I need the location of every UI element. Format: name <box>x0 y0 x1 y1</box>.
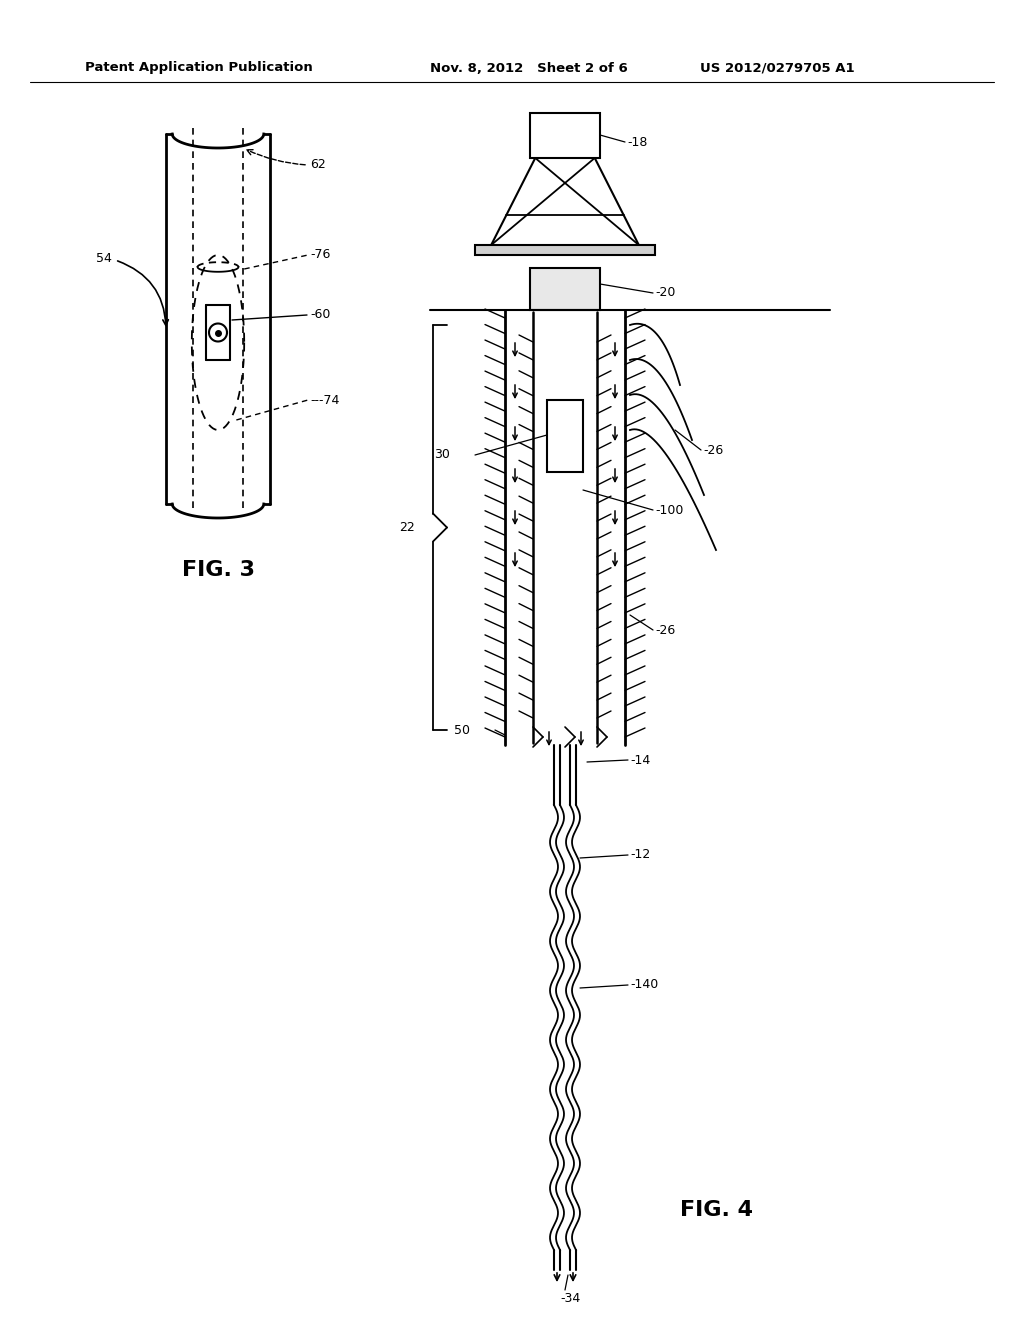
Text: -18: -18 <box>627 136 647 149</box>
Text: -34: -34 <box>560 1292 581 1305</box>
Bar <box>530 114 600 158</box>
Text: -100: -100 <box>655 503 683 516</box>
Text: 62: 62 <box>310 158 326 172</box>
Text: 22: 22 <box>399 521 415 535</box>
Text: 50: 50 <box>454 723 470 737</box>
Bar <box>547 400 583 473</box>
Text: -26: -26 <box>703 444 723 457</box>
Text: -12: -12 <box>630 849 650 862</box>
Text: US 2012/0279705 A1: US 2012/0279705 A1 <box>700 62 855 74</box>
Bar <box>530 268 600 310</box>
Text: FIG. 4: FIG. 4 <box>680 1200 753 1220</box>
Text: Patent Application Publication: Patent Application Publication <box>85 62 312 74</box>
Text: -14: -14 <box>630 754 650 767</box>
Text: FIG. 3: FIG. 3 <box>181 560 255 579</box>
Text: Nov. 8, 2012   Sheet 2 of 6: Nov. 8, 2012 Sheet 2 of 6 <box>430 62 628 74</box>
Text: 54: 54 <box>96 252 112 264</box>
Text: -140: -140 <box>630 978 658 991</box>
Text: -60: -60 <box>310 309 331 322</box>
Text: -20: -20 <box>655 286 676 300</box>
Text: 30: 30 <box>434 449 450 462</box>
Text: -26: -26 <box>655 623 675 636</box>
Text: ---74: ---74 <box>310 393 339 407</box>
Text: -76: -76 <box>310 248 331 261</box>
Bar <box>475 246 655 255</box>
